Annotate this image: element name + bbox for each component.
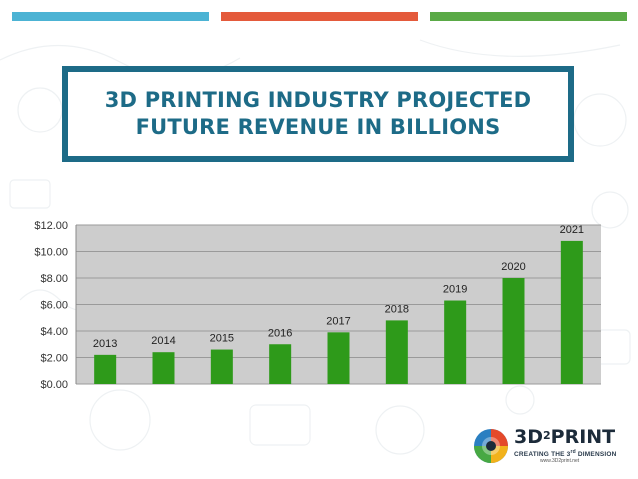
- y-tick-label: $2.00: [40, 353, 68, 365]
- brand-website: www.3D2print.net: [540, 458, 580, 464]
- chart-title-line-1: 3D PRINTING INDUSTRY PROJECTED: [104, 88, 532, 112]
- bar-label-2016: 2016: [268, 327, 292, 339]
- brand-name: 3D2PRINT: [514, 426, 616, 448]
- chart-title-line-2: FUTURE REVENUE IN BILLIONS: [135, 115, 501, 139]
- bar-label-2014: 2014: [151, 335, 175, 347]
- bar-2016: [269, 344, 292, 384]
- y-tick-label: $6.00: [40, 300, 68, 312]
- brand-tagline: CREATING THE 3rd DIMENSION: [514, 449, 617, 459]
- bar-2020: [502, 278, 525, 384]
- y-tick-label: $8.00: [40, 273, 68, 285]
- 3d2print-logo: [474, 429, 508, 463]
- bar-label-2020: 2020: [501, 261, 525, 273]
- bar-2015: [210, 349, 233, 384]
- y-tick-label: $10.00: [34, 247, 68, 259]
- globe-icon: [474, 429, 508, 463]
- stripe-blue: [12, 12, 209, 21]
- title-box: 3D PRINTING INDUSTRY PROJECTED FUTURE RE…: [62, 66, 574, 162]
- bar-2018: [385, 320, 408, 384]
- bar-2017: [327, 332, 350, 384]
- stripe-green: [430, 12, 627, 21]
- y-tick-label: $4.00: [40, 326, 68, 338]
- bar-label-2013: 2013: [93, 338, 117, 350]
- bar-2021: [560, 240, 583, 384]
- y-tick-label: $12.00: [34, 220, 68, 232]
- bar-label-2017: 2017: [326, 315, 350, 327]
- bar-2014: [152, 352, 175, 384]
- bar-2019: [444, 300, 467, 384]
- bar-label-2021: 2021: [560, 224, 584, 236]
- bar-2013: [94, 354, 117, 384]
- stripe-red: [221, 12, 418, 21]
- y-tick-label: $0.00: [40, 379, 68, 391]
- bar-label-2018: 2018: [385, 303, 409, 315]
- bar-label-2015: 2015: [210, 333, 234, 345]
- bar-label-2019: 2019: [443, 284, 467, 296]
